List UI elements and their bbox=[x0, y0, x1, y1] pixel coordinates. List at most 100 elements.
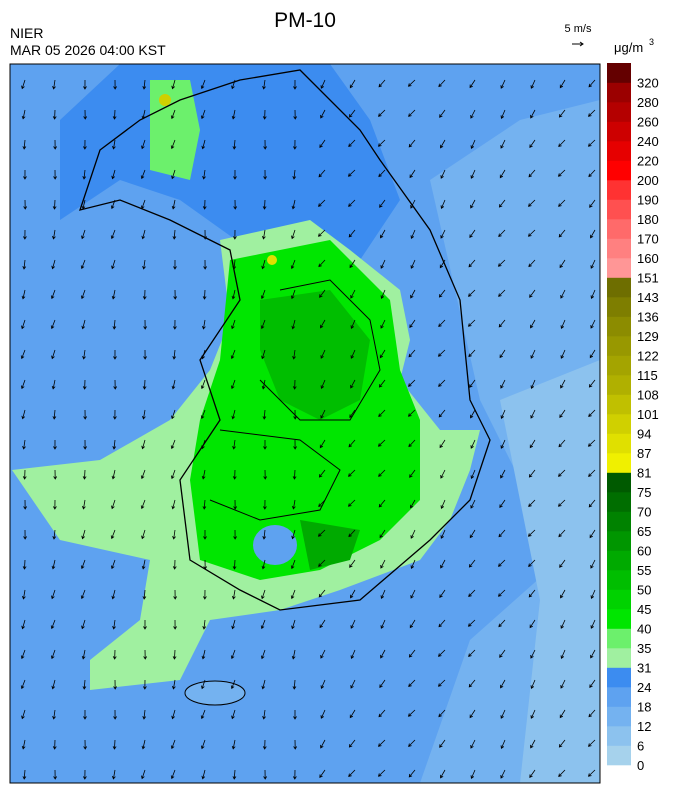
wind-arrow bbox=[558, 139, 566, 148]
wind-arrow bbox=[141, 139, 146, 150]
wind-arrow bbox=[23, 229, 27, 240]
wind-arrow bbox=[201, 349, 206, 360]
colorbar-label: 60 bbox=[637, 544, 651, 559]
wind-arrow bbox=[530, 319, 536, 329]
wind-arrow bbox=[111, 769, 116, 780]
colorbar-label: 129 bbox=[637, 329, 659, 344]
wind-arrow bbox=[589, 349, 596, 359]
wind-arrow bbox=[82, 679, 87, 690]
wind-arrow bbox=[560, 319, 566, 329]
wind-arrow bbox=[587, 439, 596, 447]
wind-arrow bbox=[319, 139, 326, 149]
wind-arrow bbox=[111, 169, 116, 180]
wind-arrow bbox=[467, 619, 476, 627]
wind-arrow bbox=[20, 679, 26, 690]
colorbar-label: 0 bbox=[637, 758, 644, 773]
wind-arrow bbox=[559, 559, 566, 568]
wind-arrow bbox=[203, 229, 208, 240]
unit: μg/m bbox=[614, 40, 643, 55]
wind-arrow bbox=[530, 649, 536, 659]
wind-arrow bbox=[348, 529, 356, 538]
wind-arrow bbox=[140, 469, 146, 480]
wind-arrow bbox=[468, 349, 476, 358]
wind-arrow bbox=[378, 379, 386, 388]
wind-arrow bbox=[52, 109, 57, 120]
wind-arrow bbox=[528, 499, 536, 508]
colorbar-label: 94 bbox=[637, 427, 651, 442]
wind-arrow bbox=[292, 769, 297, 780]
hotspot bbox=[267, 255, 277, 265]
colorbar-label: 87 bbox=[637, 446, 651, 461]
wind-arrow bbox=[141, 769, 146, 780]
wind-arrow bbox=[143, 349, 147, 360]
wind-arrow bbox=[350, 589, 356, 599]
wind-arrow bbox=[380, 229, 386, 239]
wind-arrow bbox=[260, 289, 266, 300]
colorbar-label: 24 bbox=[637, 680, 651, 695]
wind-arrow bbox=[468, 589, 476, 598]
wind-arrow bbox=[410, 529, 416, 539]
wind-arrow bbox=[379, 529, 386, 539]
wind-arrow bbox=[588, 79, 596, 88]
wind-arrow bbox=[291, 319, 296, 330]
province-border bbox=[209, 279, 381, 521]
wind-arrow bbox=[347, 499, 356, 507]
colorbar-segment bbox=[607, 102, 631, 122]
wind-arrow bbox=[53, 499, 57, 510]
wind-arrow bbox=[261, 679, 266, 690]
wind-arrow bbox=[560, 619, 566, 629]
wind-arrow bbox=[410, 589, 416, 599]
wind-arrow bbox=[498, 199, 506, 208]
wind-arrow bbox=[200, 379, 206, 390]
wind-arrow bbox=[21, 79, 26, 90]
wind-arrow bbox=[589, 679, 596, 688]
wind-arrow bbox=[440, 169, 446, 179]
map bbox=[9, 63, 601, 784]
colorbar-label: 160 bbox=[637, 251, 659, 266]
wind-arrow bbox=[23, 499, 28, 510]
wind-arrow bbox=[290, 289, 296, 300]
wind-arrow bbox=[559, 259, 566, 269]
wind-arrow bbox=[50, 289, 56, 300]
wind-arrow bbox=[231, 409, 236, 420]
wind-arrow bbox=[203, 259, 207, 270]
wind-arrow bbox=[320, 349, 326, 359]
hotspot bbox=[159, 94, 171, 106]
wind-arrow bbox=[590, 589, 596, 599]
wind-arrow bbox=[203, 529, 207, 540]
wind-arrow bbox=[112, 649, 117, 660]
wind-arrow bbox=[291, 199, 296, 210]
wind-arrow bbox=[349, 559, 356, 568]
wind-arrow bbox=[380, 319, 386, 329]
wind-arrow bbox=[22, 589, 26, 600]
wind-arrow bbox=[292, 349, 296, 360]
colorbar-segment bbox=[607, 570, 631, 590]
wind-arrow bbox=[497, 589, 506, 597]
wind-arrow bbox=[81, 649, 86, 660]
wind-arrow bbox=[558, 529, 566, 538]
wind-arrow bbox=[231, 319, 236, 330]
wind-arrow bbox=[379, 199, 386, 208]
wind-arrow bbox=[200, 709, 206, 720]
wind-arrow bbox=[231, 739, 236, 750]
wind-arrow bbox=[560, 349, 566, 359]
wind-arrow bbox=[529, 289, 536, 298]
colorbar-label: 122 bbox=[637, 349, 659, 364]
wind-arrow bbox=[407, 79, 416, 87]
wind-arrow bbox=[202, 499, 207, 510]
wind-arrow bbox=[528, 199, 536, 207]
colorbar-segment bbox=[607, 433, 631, 454]
wind-arrow bbox=[232, 439, 236, 450]
wind-arrow bbox=[470, 169, 476, 179]
wind-arrow bbox=[173, 289, 178, 300]
colorbar-segment bbox=[607, 394, 631, 415]
wind-arrow bbox=[112, 319, 117, 330]
wind-arrow bbox=[558, 229, 566, 238]
wind-arrow bbox=[170, 739, 176, 750]
wind-arrow bbox=[348, 139, 356, 148]
wind-arrow bbox=[319, 769, 326, 778]
wind-arrow bbox=[290, 589, 296, 600]
wind-arrow bbox=[263, 139, 268, 150]
wind-arrow bbox=[21, 109, 26, 120]
colorbar-label: 180 bbox=[637, 212, 659, 227]
